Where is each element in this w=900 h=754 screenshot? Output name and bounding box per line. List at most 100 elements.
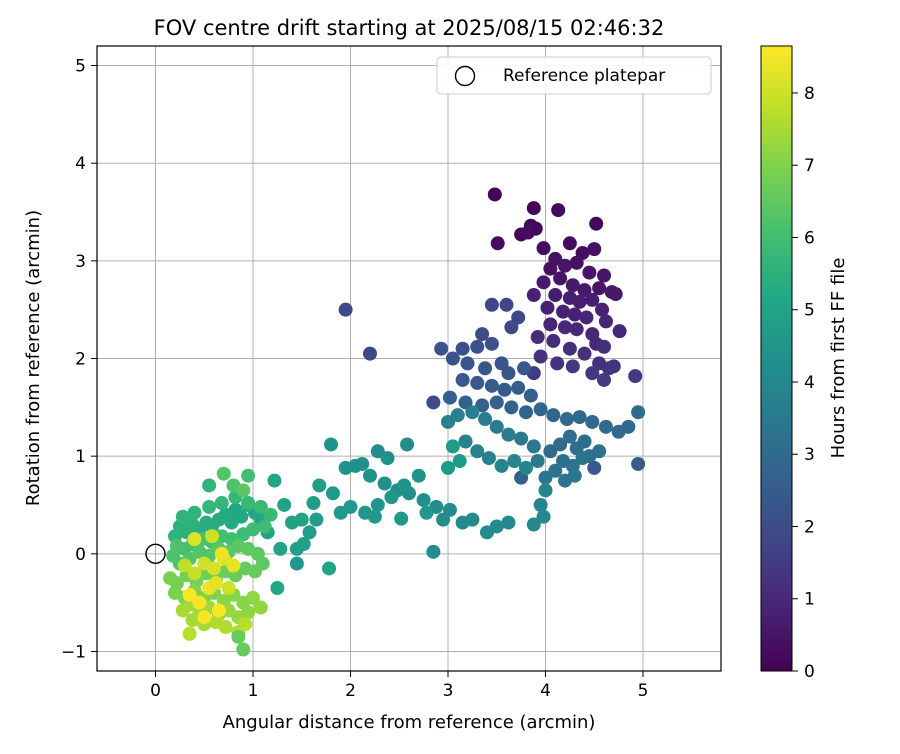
scatter-point	[419, 505, 434, 520]
y-tick-label: 5	[75, 57, 86, 77]
scatter-point	[458, 395, 473, 410]
scatter-point	[546, 333, 561, 348]
scatter-point	[572, 294, 587, 309]
scatter-point	[589, 216, 604, 231]
scatter-point	[253, 600, 268, 615]
scatter-point	[192, 595, 207, 610]
scatter-point	[490, 236, 505, 251]
scatter-point	[543, 261, 558, 276]
scatter-point	[543, 317, 558, 332]
scatter-point	[207, 561, 221, 576]
scatter-point	[202, 499, 217, 514]
scatter-point	[441, 460, 455, 475]
scatter-point	[312, 478, 327, 493]
scatter-point	[460, 356, 475, 371]
scatter-point	[533, 349, 548, 364]
scatter-point	[579, 310, 594, 325]
scatter-point	[569, 255, 584, 270]
scatter-point	[628, 369, 643, 384]
scatter-point	[478, 412, 493, 427]
x-tick-label: 0	[150, 681, 161, 701]
scatter-point	[450, 408, 465, 423]
scatter-point	[241, 468, 256, 483]
scatter-point	[538, 483, 553, 498]
legend: Reference platepar	[436, 56, 712, 95]
scatter-point	[565, 278, 580, 293]
scatter-point	[445, 439, 460, 454]
scatter-point	[597, 339, 611, 354]
scatter-point	[597, 372, 611, 387]
scatter-point	[631, 456, 646, 471]
scatter-point	[221, 580, 236, 595]
scatter-point	[631, 405, 646, 420]
scatter-point	[294, 512, 309, 527]
scatter-point	[559, 412, 574, 427]
scatter-point	[494, 458, 509, 473]
scatter-point	[519, 460, 533, 475]
scatter-point	[333, 505, 348, 520]
scatter-point	[587, 242, 602, 257]
scatter-point	[236, 483, 251, 498]
scatter-point	[216, 466, 231, 481]
scatter-point	[416, 493, 431, 508]
scatter-point	[565, 359, 580, 374]
scatter-point	[236, 642, 251, 657]
scatter-point	[562, 236, 577, 251]
scatter-point	[231, 629, 246, 644]
scatter-point	[501, 366, 516, 381]
scatter-point	[567, 468, 582, 483]
scatter-point	[367, 509, 382, 524]
scatter-point	[289, 541, 304, 556]
scatter-point	[226, 558, 241, 573]
scatter-point	[400, 437, 415, 452]
scatter-point	[187, 566, 202, 581]
data-points	[163, 187, 646, 657]
scatter-point	[582, 265, 597, 280]
x-tick-label: 4	[540, 681, 551, 701]
x-tick-label: 2	[345, 681, 356, 701]
scatter-point	[322, 561, 337, 576]
scatter-point	[257, 519, 272, 534]
scatter-point	[567, 307, 582, 322]
scatter-point	[289, 556, 304, 571]
x-tick-label: 5	[638, 681, 649, 701]
scatter-point	[546, 408, 561, 423]
scatter-point	[267, 473, 282, 488]
scatter-point	[442, 390, 457, 405]
colorbar-label: Hours from first FF file	[828, 258, 849, 459]
scatter-point	[577, 346, 592, 361]
x-axis-label: Angular distance from reference (arcmin)	[223, 712, 596, 733]
scatter-point	[533, 402, 548, 417]
scatter-point	[270, 580, 285, 595]
scatter-point	[551, 203, 566, 218]
scatter-point	[487, 187, 502, 202]
scatter-point	[338, 460, 353, 475]
scatter-point	[526, 439, 541, 454]
scatter-point	[538, 470, 553, 485]
scatter-point	[309, 512, 324, 527]
scatter-point	[377, 476, 392, 491]
scatter-point	[363, 346, 377, 361]
scatter-point	[553, 437, 568, 452]
scatter-point	[478, 361, 493, 376]
scatter-point	[489, 395, 504, 410]
scatter-point	[455, 515, 470, 530]
scatter-point	[187, 532, 202, 547]
scatter-point	[218, 620, 233, 635]
colorbar-tick-label: 1	[804, 590, 815, 610]
scatter-point	[530, 330, 545, 345]
scatter-point	[442, 502, 457, 517]
scatter-point	[452, 454, 467, 469]
x-tick-label: 3	[443, 681, 454, 701]
scatter-point	[384, 490, 399, 505]
scatter-point	[533, 497, 548, 512]
scatter-point	[494, 356, 509, 371]
scatter-point	[187, 505, 202, 520]
scatter-point	[175, 509, 190, 524]
scatter-point	[501, 427, 516, 442]
scatter-point	[441, 414, 455, 429]
scatter-point	[598, 419, 613, 434]
scatter-point	[612, 324, 627, 339]
scatter-point	[569, 322, 584, 337]
colorbar-tick-label: 3	[804, 445, 815, 465]
